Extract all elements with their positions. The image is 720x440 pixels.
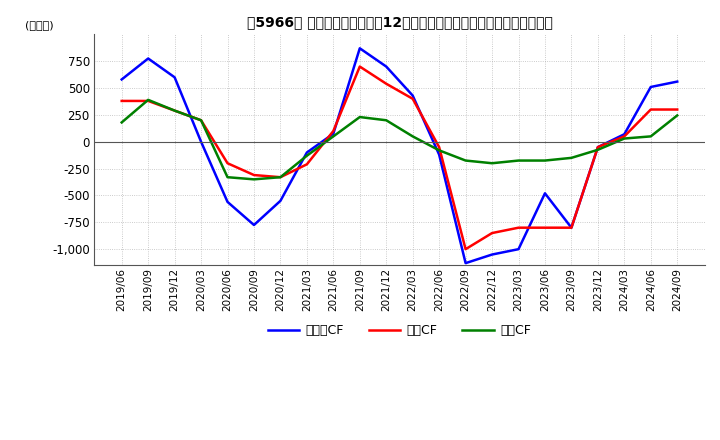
フリーCF	[462, 260, 470, 266]
営業CF	[673, 107, 682, 112]
営業CF	[593, 144, 602, 150]
営業CF	[117, 98, 126, 103]
投資CF	[250, 177, 258, 182]
投資CF	[435, 148, 444, 153]
投資CF	[329, 134, 338, 139]
投資CF	[382, 117, 390, 123]
フリーCF	[302, 150, 311, 155]
フリーCF	[356, 46, 364, 51]
営業CF	[567, 225, 576, 230]
フリーCF	[250, 222, 258, 227]
投資CF	[144, 97, 153, 103]
Legend: フリーCF, 営業CF, 投資CF: フリーCF, 営業CF, 投資CF	[263, 319, 536, 342]
営業CF	[435, 144, 444, 150]
営業CF	[276, 175, 284, 180]
営業CF	[382, 81, 390, 86]
Y-axis label: (百万円): (百万円)	[24, 20, 53, 30]
フリーCF	[171, 75, 179, 80]
営業CF	[647, 107, 655, 112]
営業CF	[250, 172, 258, 178]
Line: 営業CF: 営業CF	[122, 66, 678, 249]
フリーCF	[487, 252, 496, 257]
営業CF	[329, 128, 338, 134]
フリーCF	[514, 246, 523, 252]
投資CF	[541, 158, 549, 163]
投資CF	[223, 175, 232, 180]
投資CF	[620, 136, 629, 141]
営業CF	[541, 225, 549, 230]
フリーCF	[408, 93, 417, 98]
フリーCF	[647, 84, 655, 90]
フリーCF	[673, 79, 682, 84]
営業CF	[144, 98, 153, 103]
営業CF	[408, 96, 417, 102]
投資CF	[171, 108, 179, 113]
投資CF	[356, 114, 364, 120]
営業CF	[356, 64, 364, 69]
営業CF	[223, 161, 232, 166]
投資CF	[487, 161, 496, 166]
営業CF	[462, 246, 470, 252]
投資CF	[647, 134, 655, 139]
フリーCF	[144, 56, 153, 61]
営業CF	[302, 161, 311, 167]
投資CF	[117, 120, 126, 125]
フリーCF	[223, 199, 232, 205]
フリーCF	[541, 191, 549, 196]
フリーCF	[620, 132, 629, 137]
投資CF	[593, 147, 602, 152]
フリーCF	[329, 131, 338, 136]
フリーCF	[117, 77, 126, 82]
投資CF	[673, 113, 682, 118]
Line: 投資CF: 投資CF	[122, 100, 678, 180]
営業CF	[171, 108, 179, 113]
フリーCF	[382, 64, 390, 69]
投資CF	[462, 158, 470, 163]
投資CF	[197, 117, 205, 123]
投資CF	[276, 175, 284, 180]
営業CF	[487, 231, 496, 236]
投資CF	[567, 155, 576, 161]
営業CF	[197, 117, 205, 123]
投資CF	[302, 153, 311, 158]
フリーCF	[197, 139, 205, 144]
フリーCF	[593, 144, 602, 150]
営業CF	[514, 225, 523, 230]
営業CF	[620, 134, 629, 139]
Line: フリーCF: フリーCF	[122, 48, 678, 263]
フリーCF	[435, 152, 444, 157]
投資CF	[514, 158, 523, 163]
フリーCF	[276, 198, 284, 203]
Title: ［5966］ キャッシュフローの12か月移動合計の対前年同期増減額の推移: ［5966］ キャッシュフローの12か月移動合計の対前年同期増減額の推移	[246, 15, 552, 29]
フリーCF	[567, 225, 576, 230]
投資CF	[408, 134, 417, 139]
